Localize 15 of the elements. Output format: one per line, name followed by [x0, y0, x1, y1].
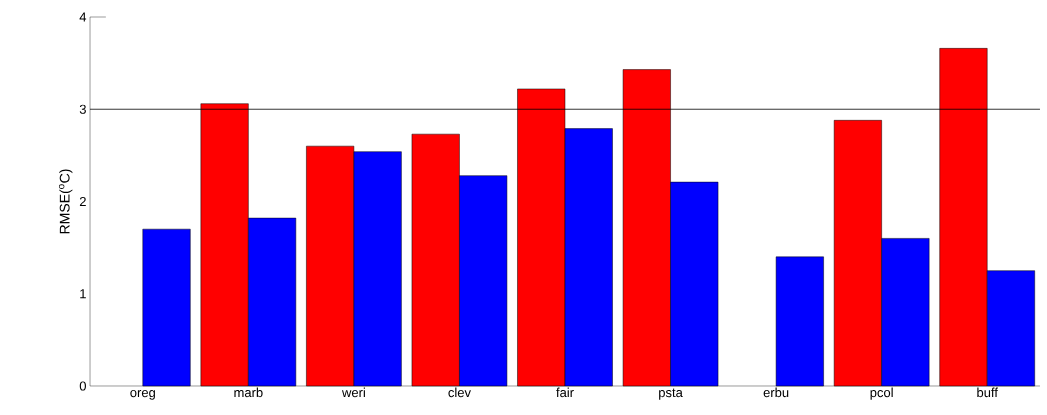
- y-axis-title: RMSE($^{o}$C): [59, 169, 73, 234]
- y-tick-label: 1: [80, 289, 86, 299]
- y-tick-label: 2: [79, 196, 86, 207]
- x-tick-label: erbu: [763, 387, 789, 398]
- x-tick-label: marb: [234, 387, 263, 398]
- y-tick-label: 0: [79, 381, 86, 391]
- x-tick-label: weri: [341, 387, 365, 398]
- x-tick-label: fair: [556, 387, 574, 398]
- x-tick-label: pcol: [870, 387, 893, 400]
- x-tick-label: buff: [977, 387, 998, 398]
- x-tick-label: oreg: [130, 390, 155, 400]
- x-tick-label: clev: [448, 387, 471, 398]
- y-tick-label: 4: [79, 12, 87, 22]
- y-tick-label: 3: [79, 104, 86, 114]
- x-tick-label: psta: [659, 388, 683, 400]
